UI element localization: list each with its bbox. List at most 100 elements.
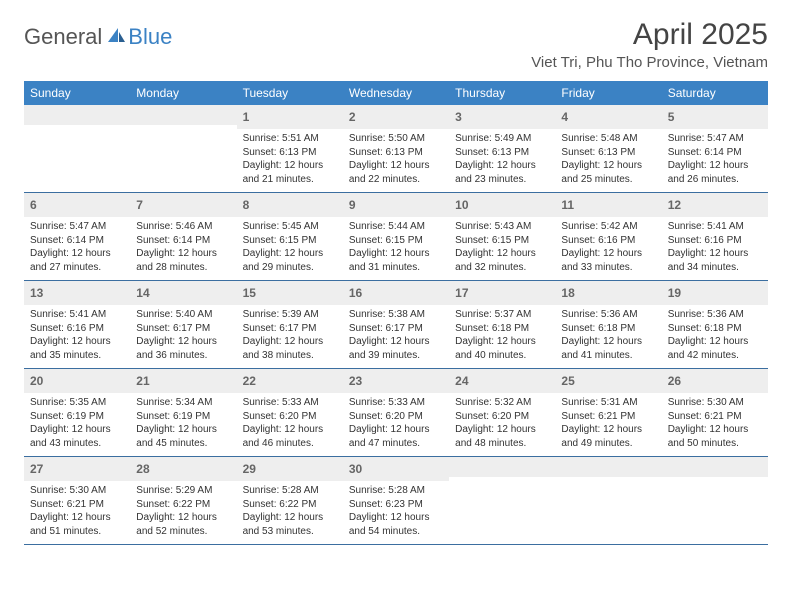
day-number: 23 xyxy=(349,374,362,388)
day-number: 29 xyxy=(243,462,256,476)
calendar-day: 28Sunrise: 5:29 AMSunset: 6:22 PMDayligh… xyxy=(130,457,236,544)
daylight-text: and 48 minutes. xyxy=(455,437,549,451)
day-number-row: 19 xyxy=(662,281,768,305)
day-details: Sunrise: 5:45 AMSunset: 6:15 PMDaylight:… xyxy=(237,217,343,280)
day-details: Sunrise: 5:40 AMSunset: 6:17 PMDaylight:… xyxy=(130,305,236,368)
sunset-text: Sunset: 6:18 PM xyxy=(455,322,549,336)
daylight-text: and 43 minutes. xyxy=(30,437,124,451)
day-details: Sunrise: 5:30 AMSunset: 6:21 PMDaylight:… xyxy=(662,393,768,456)
daylight-text: and 22 minutes. xyxy=(349,173,443,187)
sunrise-text: Sunrise: 5:41 AM xyxy=(668,220,762,234)
daylight-text: Daylight: 12 hours xyxy=(561,423,655,437)
sunset-text: Sunset: 6:20 PM xyxy=(349,410,443,424)
day-details: Sunrise: 5:36 AMSunset: 6:18 PMDaylight:… xyxy=(555,305,661,368)
daylight-text: and 42 minutes. xyxy=(668,349,762,363)
sunset-text: Sunset: 6:13 PM xyxy=(243,146,337,160)
sunrise-text: Sunrise: 5:47 AM xyxy=(668,132,762,146)
day-number-row: 11 xyxy=(555,193,661,217)
daylight-text: Daylight: 12 hours xyxy=(561,159,655,173)
sunrise-text: Sunrise: 5:30 AM xyxy=(30,484,124,498)
calendar-day: 29Sunrise: 5:28 AMSunset: 6:22 PMDayligh… xyxy=(237,457,343,544)
calendar: Sunday Monday Tuesday Wednesday Thursday… xyxy=(24,81,768,545)
day-number-row: 16 xyxy=(343,281,449,305)
sunrise-text: Sunrise: 5:48 AM xyxy=(561,132,655,146)
calendar-week: 6Sunrise: 5:47 AMSunset: 6:14 PMDaylight… xyxy=(24,193,768,281)
calendar-day: 7Sunrise: 5:46 AMSunset: 6:14 PMDaylight… xyxy=(130,193,236,280)
calendar-day: 25 Sunrise: 5:31 AMSunset: 6:21 PMDayligh… xyxy=(555,369,661,456)
sunrise-text: Sunrise: 5:37 AM xyxy=(455,308,549,322)
daylight-text: Daylight: 12 hours xyxy=(243,247,337,261)
day-number-row: 10 xyxy=(449,193,555,217)
daylight-text: and 45 minutes. xyxy=(136,437,230,451)
day-details: Sunrise: 5:44 AMSunset: 6:15 PMDaylight:… xyxy=(343,217,449,280)
sunset-text: Sunset: 6:15 PM xyxy=(349,234,443,248)
location-subtitle: Viet Tri, Phu Tho Province, Vietnam xyxy=(531,54,768,71)
day-number-row: 15 xyxy=(237,281,343,305)
sunrise-text: Sunrise: 5:36 AM xyxy=(561,308,655,322)
day-number: 25 xyxy=(561,374,574,388)
calendar-body: 1Sunrise: 5:51 AMSunset: 6:13 PMDaylight… xyxy=(24,105,768,545)
daylight-text: and 27 minutes. xyxy=(30,261,124,275)
day-details: Sunrise: 5:48 AMSunset: 6:13 PMDaylight:… xyxy=(555,129,661,192)
dow-sunday: Sunday xyxy=(24,81,130,105)
sunrise-text: Sunrise: 5:49 AM xyxy=(455,132,549,146)
calendar-day xyxy=(24,105,130,192)
sunset-text: Sunset: 6:18 PM xyxy=(668,322,762,336)
calendar-day xyxy=(130,105,236,192)
day-details: Sunrise: 5:47 AMSunset: 6:14 PMDaylight:… xyxy=(662,129,768,192)
calendar-day: 27Sunrise: 5:30 AMSunset: 6:21 PMDayligh… xyxy=(24,457,130,544)
day-details: Sunrise: 5:37 AMSunset: 6:18 PMDaylight:… xyxy=(449,305,555,368)
day-details: Sunrise: 5:28 AMSunset: 6:23 PMDaylight:… xyxy=(343,481,449,544)
calendar-day: 13Sunrise: 5:41 AMSunset: 6:16 PMDayligh… xyxy=(24,281,130,368)
sunset-text: Sunset: 6:17 PM xyxy=(349,322,443,336)
daylight-text: and 29 minutes. xyxy=(243,261,337,275)
sunrise-text: Sunrise: 5:41 AM xyxy=(30,308,124,322)
day-number: 24 xyxy=(455,374,468,388)
dow-thursday: Thursday xyxy=(449,81,555,105)
sunrise-text: Sunrise: 5:33 AM xyxy=(243,396,337,410)
calendar-day: 9 Sunrise: 5:44 AMSunset: 6:15 PMDaylight… xyxy=(343,193,449,280)
calendar-day: 19Sunrise: 5:36 AMSunset: 6:18 PMDayligh… xyxy=(662,281,768,368)
daylight-text: and 49 minutes. xyxy=(561,437,655,451)
sunset-text: Sunset: 6:16 PM xyxy=(668,234,762,248)
day-details: Sunrise: 5:43 AMSunset: 6:15 PMDaylight:… xyxy=(449,217,555,280)
day-details: Sunrise: 5:30 AMSunset: 6:21 PMDaylight:… xyxy=(24,481,130,544)
sunset-text: Sunset: 6:18 PM xyxy=(561,322,655,336)
sunset-text: Sunset: 6:14 PM xyxy=(30,234,124,248)
daylight-text: Daylight: 12 hours xyxy=(243,423,337,437)
day-details: Sunrise: 5:35 AMSunset: 6:19 PMDaylight:… xyxy=(24,393,130,456)
sunrise-text: Sunrise: 5:44 AM xyxy=(349,220,443,234)
calendar-day: 8 Sunrise: 5:45 AMSunset: 6:15 PMDaylight… xyxy=(237,193,343,280)
calendar-week: 1Sunrise: 5:51 AMSunset: 6:13 PMDaylight… xyxy=(24,105,768,193)
sail-icon xyxy=(106,26,126,49)
sunset-text: Sunset: 6:21 PM xyxy=(561,410,655,424)
daylight-text: and 33 minutes. xyxy=(561,261,655,275)
sunrise-text: Sunrise: 5:40 AM xyxy=(136,308,230,322)
daylight-text: Daylight: 12 hours xyxy=(30,247,124,261)
calendar-day: 3Sunrise: 5:49 AMSunset: 6:13 PMDaylight… xyxy=(449,105,555,192)
day-details: Sunrise: 5:31 AMSunset: 6:21 PMDaylight:… xyxy=(555,393,661,456)
sunset-text: Sunset: 6:15 PM xyxy=(455,234,549,248)
day-number: 10 xyxy=(455,198,468,212)
sunrise-text: Sunrise: 5:42 AM xyxy=(561,220,655,234)
day-number: 8 xyxy=(243,198,250,212)
sunset-text: Sunset: 6:13 PM xyxy=(349,146,443,160)
day-number-row xyxy=(555,457,661,477)
day-details: Sunrise: 5:36 AMSunset: 6:18 PMDaylight:… xyxy=(662,305,768,368)
daylight-text: and 35 minutes. xyxy=(30,349,124,363)
dow-friday: Friday xyxy=(555,81,661,105)
daylight-text: and 50 minutes. xyxy=(668,437,762,451)
daylight-text: and 34 minutes. xyxy=(668,261,762,275)
day-number-row: 17 xyxy=(449,281,555,305)
calendar-day: 15Sunrise: 5:39 AMSunset: 6:17 PMDayligh… xyxy=(237,281,343,368)
sunrise-text: Sunrise: 5:28 AM xyxy=(349,484,443,498)
calendar-day: 10 Sunrise: 5:43 AMSunset: 6:15 PMDayligh… xyxy=(449,193,555,280)
day-details: Sunrise: 5:42 AMSunset: 6:16 PMDaylight:… xyxy=(555,217,661,280)
sunset-text: Sunset: 6:13 PM xyxy=(561,146,655,160)
title-block: April 2025 Viet Tri, Phu Tho Province, V… xyxy=(531,18,768,71)
day-number-row: 9 xyxy=(343,193,449,217)
day-number: 9 xyxy=(349,198,356,212)
daylight-text: and 54 minutes. xyxy=(349,525,443,539)
day-number-row: 27 xyxy=(24,457,130,481)
daylight-text: Daylight: 12 hours xyxy=(30,335,124,349)
